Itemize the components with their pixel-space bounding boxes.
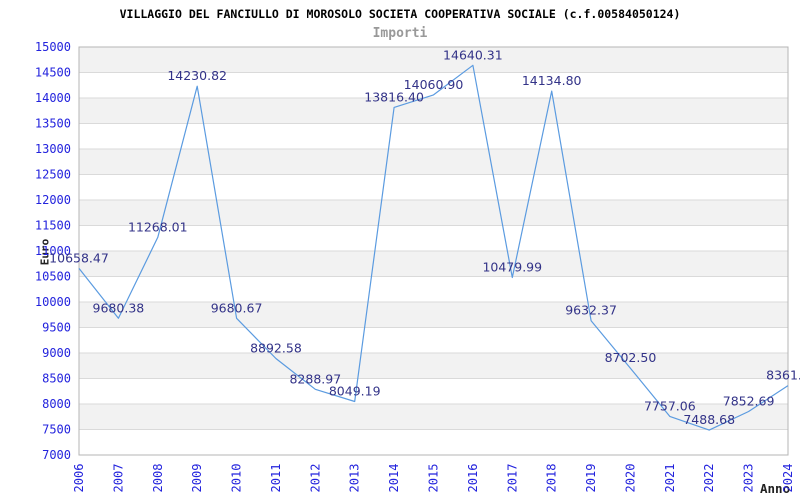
data-point-label: 10658.47 [49, 250, 109, 265]
plot-band [79, 200, 788, 226]
y-tick-label: 7000 [42, 448, 71, 462]
data-point-label: 11268.01 [128, 219, 188, 234]
plot-band [79, 251, 788, 277]
y-tick-label: 7500 [42, 423, 71, 437]
y-tick-label: 15000 [35, 40, 71, 54]
data-point-label: 14640.31 [443, 47, 503, 62]
x-tick-label: 2012 [308, 464, 322, 493]
plot-border [78, 46, 789, 456]
x-tick-label: 2011 [269, 464, 283, 493]
y-tick-label: 12500 [35, 168, 71, 182]
x-tick-label: 2018 [545, 464, 559, 493]
data-point-label: 14134.80 [522, 73, 582, 88]
data-point-label: 7852.69 [723, 394, 775, 409]
chart-title: VILLAGGIO DEL FANCIULLO DI MOROSOLO SOCI… [119, 7, 681, 21]
x-tick-label: 2014 [387, 464, 401, 493]
data-point-label: 8361.3 [766, 368, 800, 383]
plot-band [79, 47, 788, 73]
y-tick-label: 9000 [42, 346, 71, 360]
data-point-label: 7488.68 [683, 412, 735, 427]
data-point-label: 8892.58 [250, 340, 302, 355]
y-tick-label: 11000 [35, 244, 71, 258]
y-tick-label: 13000 [35, 142, 71, 156]
y-tick-label: 14500 [35, 66, 71, 80]
x-tick-label: 2008 [151, 464, 165, 493]
plot-band [79, 98, 788, 124]
y-tick-label: 12000 [35, 193, 71, 207]
plot-band [79, 149, 788, 175]
y-tick-label: 14000 [35, 91, 71, 105]
data-point-label: 13816.40 [364, 89, 424, 104]
data-point-label: 7757.06 [644, 398, 696, 413]
plot-band [79, 353, 788, 379]
x-tick-label: 2007 [111, 464, 125, 493]
chart-subtitle: Importi [372, 26, 428, 41]
y-tick-label: 10500 [35, 270, 71, 284]
data-point-label: 14060.90 [404, 77, 464, 92]
data-point-label: 14230.82 [167, 68, 227, 83]
x-tick-label: 2023 [742, 464, 756, 493]
series-line [78, 64, 789, 431]
x-axis-title: Anno [760, 481, 791, 496]
x-tick-label: 2010 [230, 464, 244, 493]
data-point-label: 8702.50 [605, 350, 657, 365]
data-point-label: 9680.67 [211, 300, 263, 315]
data-point-label: 9680.38 [93, 300, 145, 315]
x-tick-label: 2013 [348, 464, 362, 493]
x-tick-label: 2016 [466, 464, 480, 493]
data-point-label: 10479.99 [482, 260, 542, 275]
plot-band [79, 302, 788, 328]
x-tick-label: 2019 [584, 464, 598, 493]
x-tick-label: 2024 [781, 464, 795, 493]
y-tick-label: 11500 [35, 219, 71, 233]
data-point-label: 8049.19 [329, 383, 381, 398]
x-tick-label: 2009 [190, 464, 204, 493]
data-point-label: 9632.37 [565, 303, 617, 318]
x-tick-label: 2020 [623, 464, 637, 493]
x-tick-label: 2017 [505, 464, 519, 493]
y-tick-label: 8000 [42, 397, 71, 411]
data-point-label: 8288.97 [289, 371, 341, 386]
y-tick-label: 8500 [42, 372, 71, 386]
x-tick-label: 2015 [427, 464, 441, 493]
y-tick-label: 10000 [35, 295, 71, 309]
x-tick-label: 2021 [663, 464, 677, 493]
y-tick-label: 13500 [35, 117, 71, 131]
x-tick-label: 2006 [72, 464, 86, 493]
y-tick-label: 9500 [42, 321, 71, 335]
x-tick-label: 2022 [702, 464, 716, 493]
